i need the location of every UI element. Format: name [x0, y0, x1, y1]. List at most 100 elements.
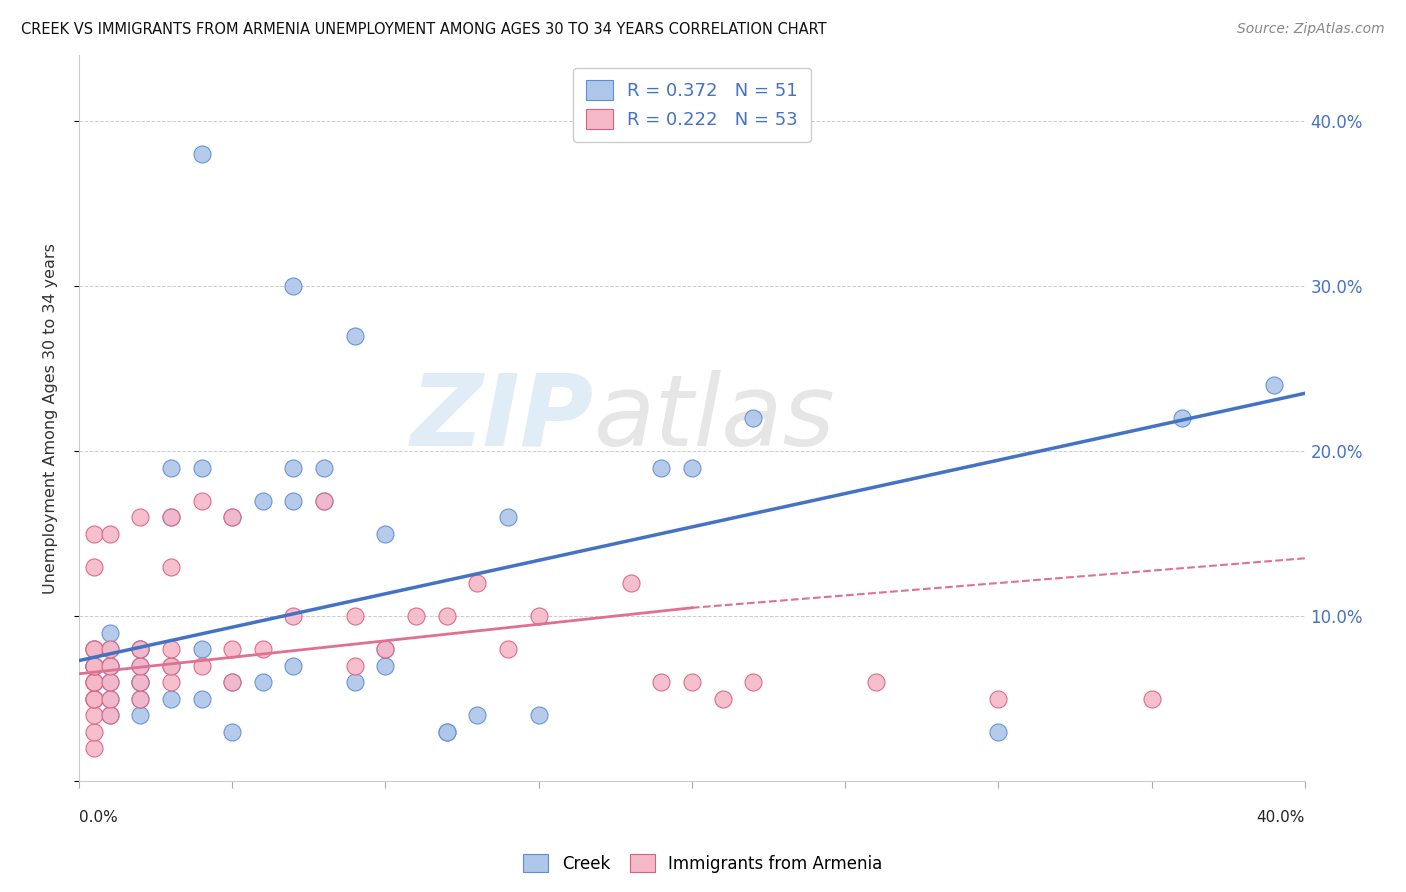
Point [129, 708, 152, 723]
Point [83, 675, 105, 690]
Point [527, 609, 550, 624]
Point [742, 411, 765, 425]
Point [83, 559, 105, 574]
Point [314, 493, 336, 508]
Point [405, 609, 427, 624]
Point [83, 691, 105, 706]
Point [190, 658, 212, 673]
Point [129, 675, 152, 690]
Point [681, 460, 703, 475]
Point [160, 510, 183, 524]
Point [221, 675, 243, 690]
Point [221, 724, 243, 739]
Point [711, 691, 734, 706]
Point [98, 642, 121, 657]
Point [98, 675, 121, 690]
Point [650, 460, 672, 475]
Point [221, 510, 243, 524]
Point [98, 526, 121, 541]
Point [98, 625, 121, 640]
Point [129, 675, 152, 690]
Point [252, 642, 274, 657]
Point [374, 642, 396, 657]
Point [314, 493, 336, 508]
Legend: Creek, Immigrants from Armenia: Creek, Immigrants from Armenia [517, 847, 889, 880]
Point [742, 675, 765, 690]
Point [160, 658, 183, 673]
Point [83, 642, 105, 657]
Point [221, 642, 243, 657]
Point [190, 691, 212, 706]
Point [98, 675, 121, 690]
Point [374, 642, 396, 657]
Point [681, 675, 703, 690]
Point [83, 675, 105, 690]
Point [436, 724, 458, 739]
Point [160, 675, 183, 690]
Legend: R = 0.372   N = 51, R = 0.222   N = 53: R = 0.372 N = 51, R = 0.222 N = 53 [574, 68, 811, 142]
Point [160, 691, 183, 706]
Point [160, 642, 183, 657]
Point [527, 708, 550, 723]
Point [252, 675, 274, 690]
Point [467, 708, 489, 723]
Point [496, 510, 519, 524]
Point [987, 724, 1010, 739]
Text: 0.0%: 0.0% [79, 810, 118, 825]
Text: CREEK VS IMMIGRANTS FROM ARMENIA UNEMPLOYMENT AMONG AGES 30 TO 34 YEARS CORRELAT: CREEK VS IMMIGRANTS FROM ARMENIA UNEMPLO… [21, 22, 827, 37]
Y-axis label: Unemployment Among Ages 30 to 34 years: Unemployment Among Ages 30 to 34 years [44, 243, 58, 593]
Point [98, 642, 121, 657]
Point [83, 642, 105, 657]
Point [221, 510, 243, 524]
Point [160, 510, 183, 524]
Point [283, 493, 305, 508]
Point [129, 642, 152, 657]
Point [374, 658, 396, 673]
Point [190, 147, 212, 161]
Point [374, 526, 396, 541]
Point [343, 609, 366, 624]
Point [129, 658, 152, 673]
Point [129, 691, 152, 706]
Point [98, 691, 121, 706]
Point [343, 658, 366, 673]
Text: 40.0%: 40.0% [1257, 810, 1305, 825]
Point [620, 576, 643, 591]
Point [83, 691, 105, 706]
Point [129, 691, 152, 706]
Point [1171, 411, 1194, 425]
Point [98, 708, 121, 723]
Point [83, 658, 105, 673]
Point [190, 460, 212, 475]
Text: Source: ZipAtlas.com: Source: ZipAtlas.com [1237, 22, 1385, 37]
Text: ZIP: ZIP [411, 369, 593, 467]
Point [83, 741, 105, 756]
Point [865, 675, 887, 690]
Point [129, 675, 152, 690]
Point [283, 460, 305, 475]
Point [160, 460, 183, 475]
Point [160, 658, 183, 673]
Point [467, 576, 489, 591]
Point [98, 658, 121, 673]
Point [83, 708, 105, 723]
Point [98, 708, 121, 723]
Text: atlas: atlas [593, 369, 835, 467]
Point [343, 328, 366, 343]
Point [83, 724, 105, 739]
Point [83, 658, 105, 673]
Point [314, 460, 336, 475]
Point [283, 279, 305, 293]
Point [129, 658, 152, 673]
Point [496, 642, 519, 657]
Point [129, 642, 152, 657]
Point [283, 658, 305, 673]
Point [160, 559, 183, 574]
Point [83, 526, 105, 541]
Point [987, 691, 1010, 706]
Point [83, 658, 105, 673]
Point [83, 642, 105, 657]
Point [283, 609, 305, 624]
Point [650, 675, 672, 690]
Point [252, 493, 274, 508]
